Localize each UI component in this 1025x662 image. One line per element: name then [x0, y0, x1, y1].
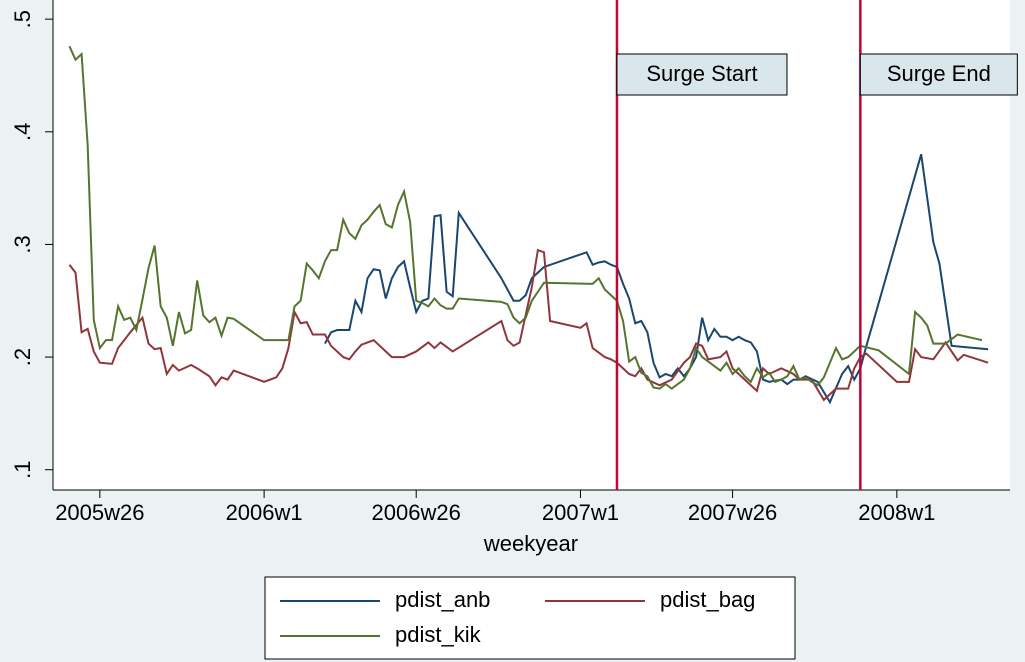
annotation-label: Surge End	[887, 61, 991, 86]
x-tick-label: 2006w1	[226, 500, 303, 525]
annotation-box	[616, 53, 788, 96]
legend-label: pdist_kik	[395, 622, 482, 647]
annotation-label: Surge Start	[646, 61, 757, 86]
x-tick-label: 2006w26	[372, 500, 461, 525]
y-tick-label: .1	[10, 461, 35, 479]
y-tick-label: .3	[10, 235, 35, 253]
legend-label: pdist_bag	[660, 587, 755, 612]
x-tick-label: 2007w1	[542, 500, 619, 525]
legend-label: pdist_anb	[395, 587, 490, 612]
annotation-box	[859, 53, 1018, 96]
y-tick-label: .5	[10, 10, 35, 28]
series-line	[68, 45, 983, 390]
plot-area	[53, 0, 1010, 490]
y-tick-label: .2	[10, 348, 35, 366]
x-axis-title: weekyear	[483, 531, 578, 556]
x-tick-label: 2005w26	[55, 500, 144, 525]
x-tick-label: 2008w1	[858, 500, 935, 525]
legend-box	[264, 576, 796, 660]
y-tick-label: .4	[10, 123, 35, 141]
x-tick-label: 2007w26	[688, 500, 777, 525]
